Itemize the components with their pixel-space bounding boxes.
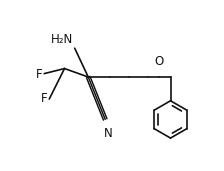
Text: H₂N: H₂N: [51, 34, 73, 47]
Text: N: N: [103, 127, 112, 140]
Text: O: O: [154, 55, 163, 68]
Text: F: F: [41, 92, 48, 105]
Text: F: F: [36, 68, 43, 81]
